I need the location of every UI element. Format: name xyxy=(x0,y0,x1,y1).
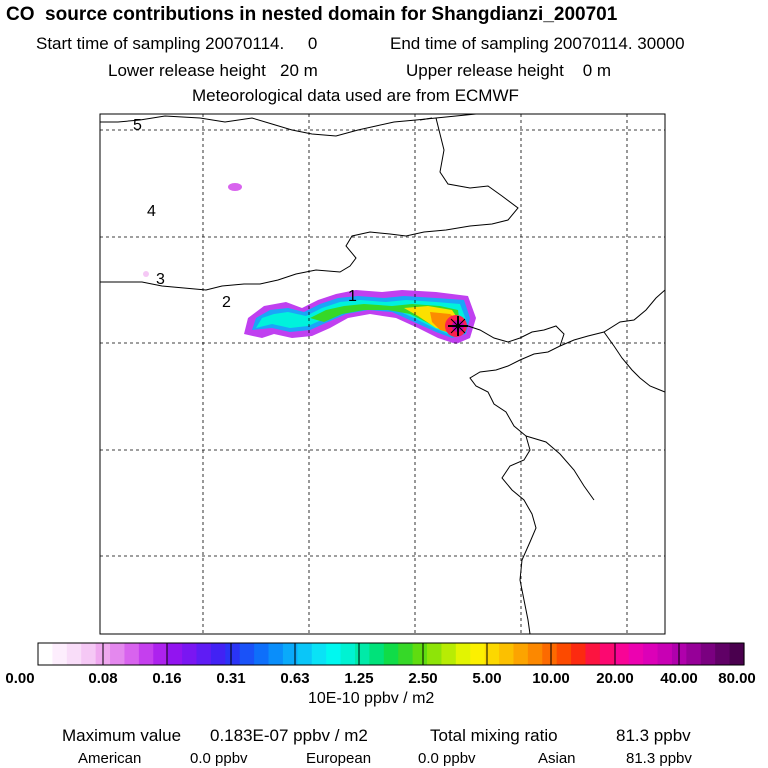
start-time: Start time of sampling 20070114. 0 xyxy=(36,34,318,53)
colorbar-cell xyxy=(354,643,370,665)
colorbar-cell xyxy=(196,643,212,665)
end-time: End time of sampling 20070114. 30000 xyxy=(390,34,685,53)
colorbar-tick-label: 0.00 xyxy=(5,670,35,687)
asian-label: Asian xyxy=(538,750,576,767)
colorbar-cell xyxy=(643,643,659,665)
colorbar-cell xyxy=(52,643,68,665)
colorbar-cell xyxy=(383,643,399,665)
plume-blob-west xyxy=(143,271,149,277)
colorbar-cell xyxy=(571,643,587,665)
trajectory-label-1: 1 xyxy=(348,288,357,305)
colorbar-tick-label: 5.00 xyxy=(472,670,502,687)
colorbar-tick-label: 80.00 xyxy=(718,670,756,687)
receptor-marker xyxy=(448,316,468,336)
colorbar-cell xyxy=(66,643,82,665)
colorbar-cell xyxy=(297,643,313,665)
colorbar-cell xyxy=(311,643,327,665)
colorbar-cell xyxy=(729,643,745,665)
colorbar-cell xyxy=(124,643,140,665)
colorbar-cell xyxy=(614,643,630,665)
colorbar-frame xyxy=(37,642,745,666)
colorbar-cell xyxy=(585,643,601,665)
colorbar-cell xyxy=(628,643,644,665)
trajectory-label-3: 3 xyxy=(156,271,165,288)
colorbar-cell xyxy=(484,643,500,665)
coastlines xyxy=(100,114,665,634)
lower-release-height: Lower release height 20 m xyxy=(108,61,318,80)
european-label: European xyxy=(306,750,372,767)
colorbar-cell xyxy=(700,643,716,665)
colorbar-cell xyxy=(499,643,515,665)
colorbar-cell xyxy=(239,643,255,665)
colorbar-cell xyxy=(513,643,529,665)
met-data-source: Meteorological data used are from ECMWF xyxy=(192,86,519,105)
max-value-label: Maximum value xyxy=(62,726,182,745)
total-mixing-ratio-label: Total mixing ratio xyxy=(430,726,558,745)
colorbar-cell xyxy=(153,643,169,665)
colorbar-tick-label: 10.00 xyxy=(532,670,570,687)
colorbar-cell xyxy=(398,643,414,665)
colorbar-tick-label: 0.16 xyxy=(152,670,182,687)
colorbar-tick-label: 20.00 xyxy=(596,670,634,687)
colorbar-cell xyxy=(326,643,342,665)
upper-release-height: Upper release height 0 m xyxy=(406,61,612,80)
colorbar-cell xyxy=(715,643,731,665)
colorbar-cell xyxy=(282,643,298,665)
colorbar-cells xyxy=(38,643,745,665)
colorbar-cell xyxy=(268,643,284,665)
trajectory-label-4: 4 xyxy=(147,203,156,220)
colorbar-tick-label: 0.08 xyxy=(88,670,118,687)
colorbar-tick-label: 40.00 xyxy=(660,670,698,687)
colorbar-tick-lines xyxy=(102,643,680,665)
colorbar-cell xyxy=(210,643,226,665)
colorbar-cell xyxy=(686,643,702,665)
map-grid xyxy=(100,114,665,634)
map-frame xyxy=(99,113,666,635)
colorbar-tick-label: 0.31 xyxy=(216,670,246,687)
colorbar-cell xyxy=(455,643,471,665)
asian-value: 81.3 ppbv xyxy=(626,750,692,767)
colorbar-cell xyxy=(412,643,428,665)
colorbar-cell xyxy=(369,643,385,665)
colorbar-cell xyxy=(542,643,558,665)
chart-title: CO source contributions in nested domain… xyxy=(6,4,618,25)
colorbar-cell xyxy=(110,643,126,665)
colorbar-cell xyxy=(556,643,572,665)
european-value: 0.0 ppbv xyxy=(418,750,476,767)
colorbar-units: 10E-10 ppbv / m2 xyxy=(308,690,435,707)
colorbar-cell xyxy=(427,643,443,665)
colorbar-cell xyxy=(599,643,615,665)
colorbar-cell xyxy=(38,643,54,665)
colorbar-tick-label: 1.25 xyxy=(344,670,374,687)
colorbar-cell xyxy=(340,643,356,665)
colorbar-cell xyxy=(527,643,543,665)
colorbar-cell xyxy=(167,643,183,665)
concentration-plume xyxy=(143,183,476,344)
american-value: 0.0 ppbv xyxy=(190,750,248,767)
colorbar-cell xyxy=(470,643,486,665)
colorbar-cell xyxy=(138,643,154,665)
colorbar-cell xyxy=(225,643,241,665)
colorbar-tick-label: 2.50 xyxy=(408,670,438,687)
plume-blob-north xyxy=(228,183,242,191)
max-value: 0.183E-07 ppbv / m2 xyxy=(210,726,368,745)
colorbar-cell xyxy=(182,643,198,665)
total-mixing-ratio-value: 81.3 ppbv xyxy=(616,726,691,745)
american-label: American xyxy=(78,750,142,767)
colorbar-cell xyxy=(657,643,673,665)
colorbar-cell xyxy=(441,643,457,665)
trajectory-label-2: 2 xyxy=(222,294,231,311)
trajectory-label-5: 5 xyxy=(133,117,142,134)
colorbar-cell xyxy=(81,643,97,665)
colorbar-cell xyxy=(254,643,270,665)
colorbar-tick-label: 0.63 xyxy=(280,670,310,687)
